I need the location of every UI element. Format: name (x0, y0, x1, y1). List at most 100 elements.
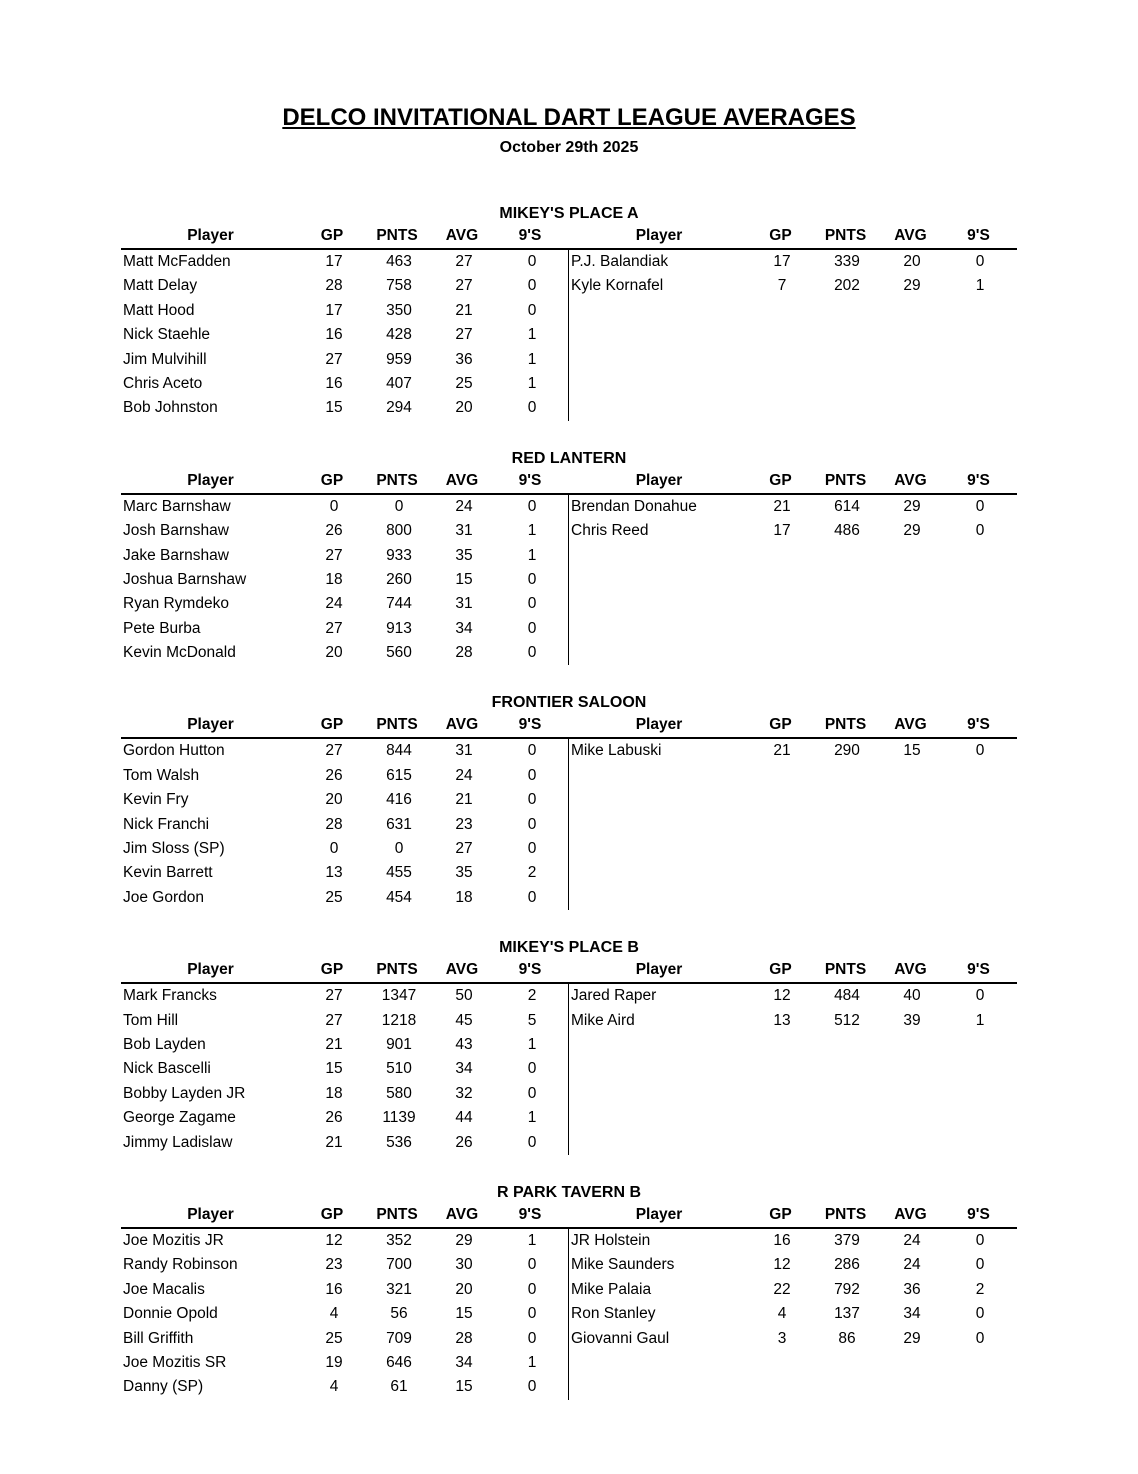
stat-value: 1 (527, 1353, 537, 1371)
player-name: Mark Francks (123, 987, 217, 1005)
stat-value (750, 1351, 814, 1375)
stat-value: 0 (975, 522, 985, 540)
stat-value: 646 (386, 1353, 412, 1371)
player-name: Nick Staehle (123, 326, 211, 344)
table-rows-area: Matt McFadden 17 463 27 0 Matt Delay 28 758 27 0 M… (121, 250, 1017, 421)
stat-value: 31 (455, 595, 473, 613)
column-header: GP (769, 961, 792, 979)
player-name (569, 1082, 750, 1106)
stat-value (814, 348, 880, 372)
table-row: Tom Hill 27 1218 45 5 (121, 1009, 568, 1033)
stat-value: 1139 (382, 1109, 416, 1127)
stat-value: 0 (975, 1305, 985, 1323)
table-half-header: Player GP PNTS AVG 9'S (570, 224, 1017, 248)
stat-value (814, 837, 880, 861)
column-header: 9'S (518, 1205, 542, 1223)
stat-value: 40 (903, 987, 921, 1005)
sections: MIKEY'S PLACE A Player GP PNTS AVG 9'S Playe… (0, 203, 1138, 1400)
player-name: JR Holstein (571, 1231, 651, 1249)
player-name: P.J. Balandiak (571, 253, 669, 270)
column-header: GP (320, 716, 344, 734)
stat-value: 0 (527, 253, 537, 270)
stat-value: 50 (455, 987, 473, 1005)
stat-value: 18 (455, 888, 473, 906)
stat-value: 1 (527, 374, 537, 392)
stat-value: 0 (975, 497, 985, 515)
stat-value: 19 (325, 1353, 343, 1371)
stat-value: 933 (386, 546, 412, 564)
stat-value: 15 (455, 1305, 473, 1323)
player-name (569, 764, 750, 788)
stat-value: 29 (903, 277, 921, 295)
stat-value: 21 (325, 1035, 343, 1053)
right-rows: Brendan Donahue 21 614 29 0 Chris Reed 17 486 29… (568, 494, 1016, 666)
stat-value: 13 (773, 1011, 791, 1029)
stat-value: 20 (325, 791, 343, 809)
table-row: Matt Delay 28 758 27 0 (121, 274, 568, 298)
stat-value: 22 (773, 1280, 791, 1298)
stat-value: 17 (773, 253, 791, 270)
stat-value: 34 (455, 619, 473, 637)
player-name (569, 1106, 750, 1130)
section-title: FRONTIER SALOON (491, 694, 647, 712)
stat-value (944, 299, 1016, 323)
player-name (569, 1131, 750, 1155)
stat-value: 3 (777, 1329, 787, 1347)
stat-value (944, 788, 1016, 812)
table-row: Kevin Barrett 13 455 35 2 (121, 861, 568, 885)
column-header: Player (187, 1205, 234, 1223)
stat-value (750, 1057, 814, 1081)
table-half-header: Player GP PNTS AVG 9'S (570, 1203, 1017, 1227)
player-name: Pete Burba (123, 619, 201, 637)
stat-value (944, 1351, 1016, 1375)
left-rows: Joe Mozitis JR 12 352 29 1 Randy Robinson 23 70… (121, 1229, 568, 1400)
left-rows: Gordon Hutton 27 844 31 0 Tom Walsh 26 615 24 0 Ke… (121, 739, 568, 910)
stat-value (750, 764, 814, 788)
stat-value: 27 (455, 326, 473, 344)
stat-value: 0 (527, 301, 537, 319)
stat-value: 580 (386, 1084, 412, 1102)
stat-value (880, 1082, 944, 1106)
stat-value (880, 764, 944, 788)
stat-value (944, 1375, 1016, 1399)
stat-value: 15 (325, 1060, 343, 1078)
stat-value: 1 (527, 326, 537, 344)
stat-value (750, 1082, 814, 1106)
stat-value (944, 323, 1016, 347)
stat-value (944, 1131, 1016, 1155)
section-title: MIKEY'S PLACE B (499, 939, 639, 957)
column-header: GP (320, 227, 344, 244)
stat-value (880, 837, 944, 861)
player-name (569, 1351, 750, 1375)
player-name: Tom Hill (123, 1011, 179, 1029)
stat-value (944, 348, 1016, 372)
stat-value: 24 (455, 766, 473, 784)
table-header-row: Player GP PNTS AVG 9'S Player GP PNTS AVG 9'S (121, 958, 1017, 985)
table-row: Jim Sloss (SP) 0 0 27 0 (121, 837, 568, 861)
column-header: Player (635, 716, 683, 734)
table-row: Matt Hood 17 350 21 0 (121, 299, 568, 323)
document-title: DELCO INVITATIONAL DART LEAGUE AVERAGES (282, 104, 856, 131)
stat-value (814, 299, 880, 323)
stat-value: 27 (325, 742, 343, 760)
stat-value: 0 (975, 1256, 985, 1274)
stat-value: 43 (455, 1035, 473, 1053)
table-row: Mark Francks 27 1347 50 2 (121, 984, 568, 1008)
stat-value (880, 861, 944, 885)
stat-value: 25 (455, 374, 473, 392)
player-name: Mike Labuski (571, 742, 662, 760)
stat-value (944, 568, 1016, 592)
stat-value: 34 (903, 1305, 921, 1323)
stat-value (944, 544, 1016, 568)
league-section: FRONTIER SALOON Player GP PNTS AVG 9'S Playe… (121, 692, 1017, 911)
table-row: Joe Gordon 25 454 18 0 (121, 886, 568, 910)
player-name (569, 813, 750, 837)
table-row: Jim Mulvihill 27 959 36 1 (121, 348, 568, 372)
table-row (569, 764, 1016, 788)
stat-value: 0 (527, 815, 537, 833)
stat-value: 27 (325, 1011, 343, 1029)
table-row: Brendan Donahue 21 614 29 0 (569, 495, 1016, 519)
stat-value: 21 (773, 742, 791, 760)
stat-value (814, 544, 880, 568)
stat-value: 2 (527, 864, 537, 882)
